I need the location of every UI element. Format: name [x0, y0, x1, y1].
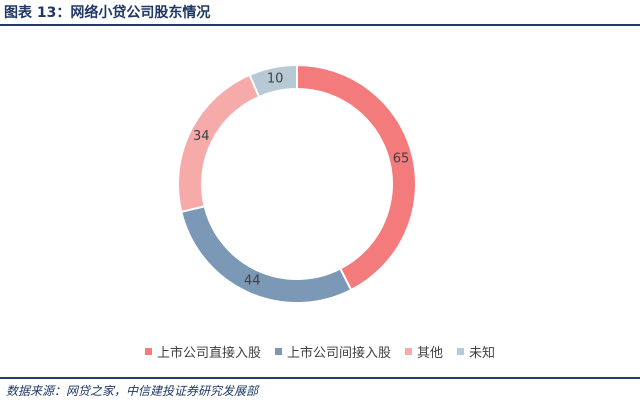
legend-swatch — [457, 347, 465, 355]
legend-swatch — [144, 347, 152, 355]
data-labels: 65 44 34 10 — [193, 72, 409, 289]
legend-item-3: 未知 — [457, 342, 495, 361]
legend-label: 上市公司直接入股 — [156, 345, 261, 361]
data-label-2: 34 — [193, 129, 210, 144]
legend-swatch — [405, 347, 412, 355]
chart-title: 图表 13：网络小贷公司股东情况 — [4, 5, 211, 21]
legend-label: 上市公司间接入股 — [286, 345, 391, 361]
legend: 上市公司直接入股 上市公司间接入股 其他 未知 — [0, 340, 640, 362]
slice-3 — [248, 63, 298, 99]
donut-chart: 65 44 34 10 — [177, 63, 417, 304]
legend-label: 其他 — [417, 345, 444, 361]
title-divider — [0, 24, 640, 26]
legend-swatch — [274, 347, 282, 355]
legend-label: 未知 — [469, 345, 496, 361]
source-note: 数据来源：网贷之家，中信建投证券研究发展部 — [6, 384, 259, 398]
data-label-0: 65 — [393, 151, 410, 166]
legend-item-0: 上市公司直接入股 — [144, 342, 261, 361]
slice-1 — [180, 205, 353, 304]
legend-item-2: 其他 — [405, 342, 443, 361]
legend-item-1: 上市公司间接入股 — [274, 342, 391, 361]
slices — [177, 63, 417, 304]
data-label-1: 44 — [244, 274, 261, 289]
source-divider — [0, 377, 640, 379]
slice-2 — [177, 73, 261, 214]
slice-0 — [296, 63, 417, 292]
data-label-3: 10 — [267, 72, 284, 87]
